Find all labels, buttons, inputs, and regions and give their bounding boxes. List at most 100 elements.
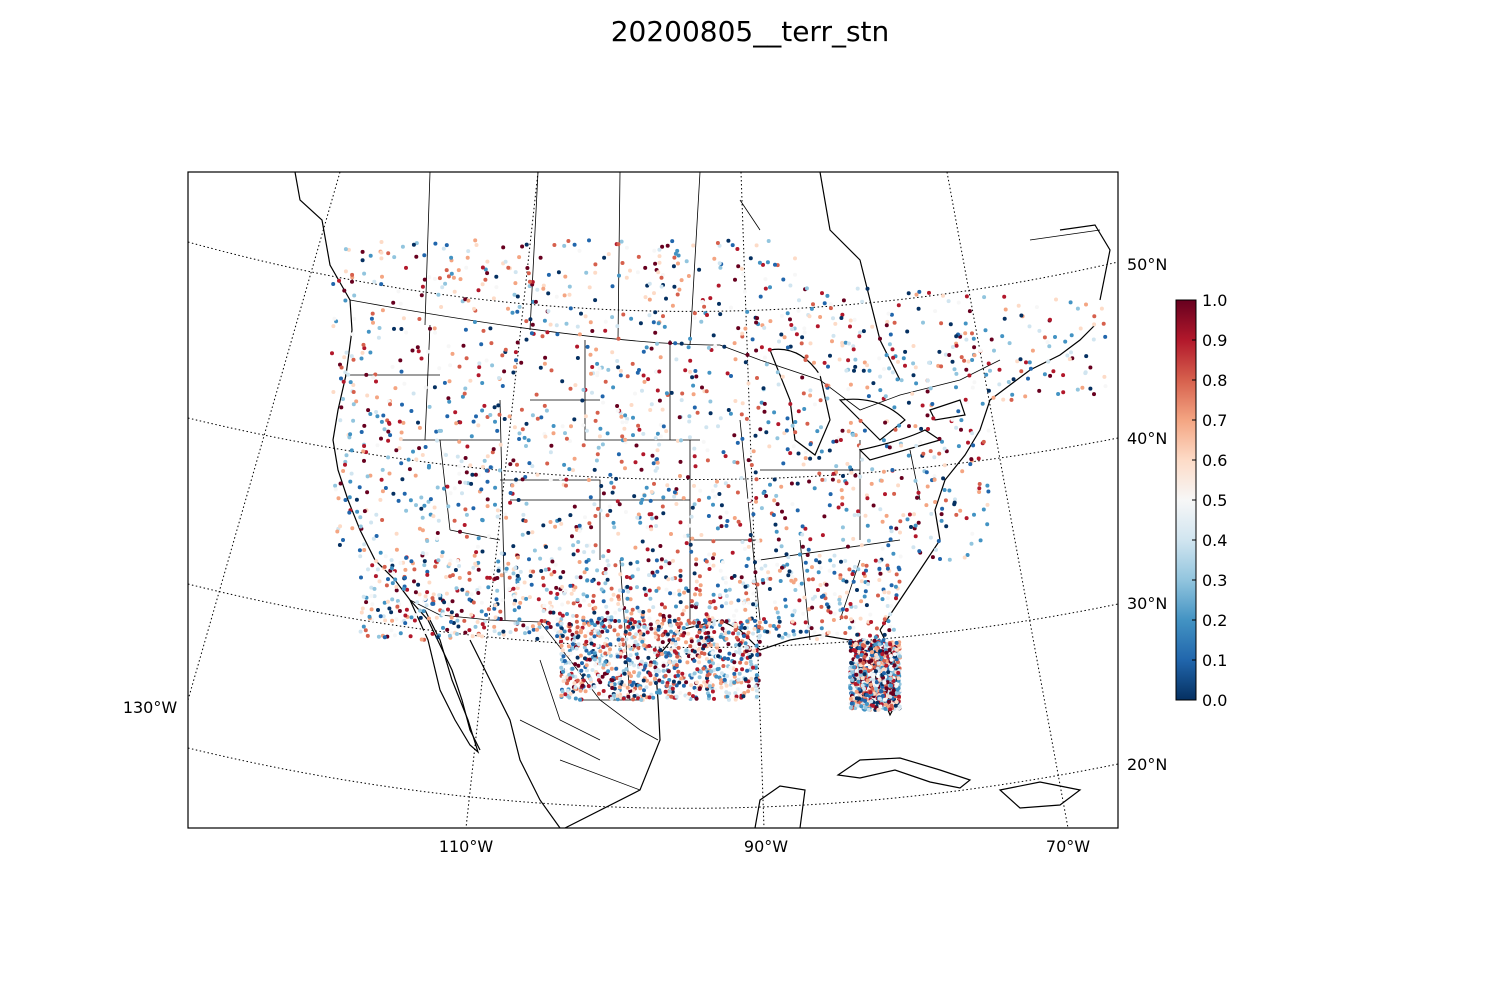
station-dot [970,358,975,362]
station-dot [756,629,761,633]
station-dot [614,476,619,481]
station-dot [704,657,709,661]
station-dot [690,505,695,510]
station-dot [688,542,693,547]
station-dot [432,385,437,390]
station-dot [647,313,652,318]
station-dot [420,453,425,457]
station-dot [628,662,632,667]
station-dot [618,642,623,647]
station-dot [460,587,465,592]
station-dot [655,569,660,574]
station-dot [861,571,866,576]
station-dot [636,512,641,517]
station-dot [631,415,635,420]
station-dot [892,491,897,496]
station-dot [732,680,737,685]
station-dot [642,379,647,384]
station-dot [780,374,785,379]
station-dot [688,369,693,374]
station-dot [749,662,754,667]
station-dot [883,702,888,707]
station-dot [1028,366,1033,371]
station-dot [638,520,643,525]
station-dot [851,432,855,437]
station-dot [555,592,560,596]
station-dot [375,443,380,448]
station-dot [540,334,545,339]
station-dot [966,440,970,445]
station-dot [869,620,874,624]
station-dot [713,606,718,610]
station-dot [437,276,442,281]
station-dot [885,604,890,608]
station-dot [651,695,656,700]
station-dot [977,486,982,491]
station-dot [874,683,879,688]
station-dot [954,343,959,348]
station-dot [776,537,781,542]
station-dot [652,660,657,665]
station-dot [882,367,886,371]
station-dot [343,459,348,464]
station-dot [744,564,749,568]
station-dot [865,286,870,291]
station-dot [477,365,482,370]
station-dot [476,373,481,378]
station-dot [670,576,675,581]
station-dot [616,336,621,341]
station-dot [754,243,759,248]
station-dot [712,696,716,701]
station-dot [394,547,399,552]
station-dot [745,645,749,650]
station-dot [628,561,633,566]
station-dot [574,575,579,580]
station-dot [351,383,356,387]
station-dot [563,692,568,697]
station-dot [715,645,720,650]
station-dot [658,355,663,360]
station-dot [559,639,564,644]
station-dot [827,448,832,453]
station-dot [524,596,529,601]
station-dot [462,523,467,527]
station-dot [501,632,506,637]
station-dot [417,317,422,321]
station-dot [587,603,592,608]
station-dot [398,437,403,441]
station-dot [788,283,793,288]
station-dot [754,678,759,683]
station-dot [360,249,365,254]
station-dot [1024,360,1028,365]
station-dot [895,687,900,692]
station-dot [610,315,615,320]
station-dot [490,363,495,368]
station-dot [656,624,661,629]
station-dot [795,508,800,513]
station-dot [887,445,892,450]
station-dot [528,574,533,578]
station-dot [686,274,691,278]
station-dot [879,689,884,694]
station-dot [677,287,682,292]
station-dot [881,438,886,443]
station-dot [689,639,694,644]
station-dot [658,422,663,427]
station-dot [435,531,440,535]
station-dot [963,397,968,402]
station-dot [364,372,369,377]
station-dot [546,309,551,314]
station-dot [831,439,836,444]
station-dot [588,637,593,642]
station-dot [601,689,606,693]
station-dot [726,408,731,412]
station-dot [594,458,599,463]
station-dot [362,542,367,547]
station-dot [632,694,637,698]
station-dot [649,489,654,494]
station-dot [576,642,581,647]
station-dot [383,554,388,559]
station-dot [758,294,763,299]
station-dot [914,292,919,297]
station-dot [1018,357,1023,362]
